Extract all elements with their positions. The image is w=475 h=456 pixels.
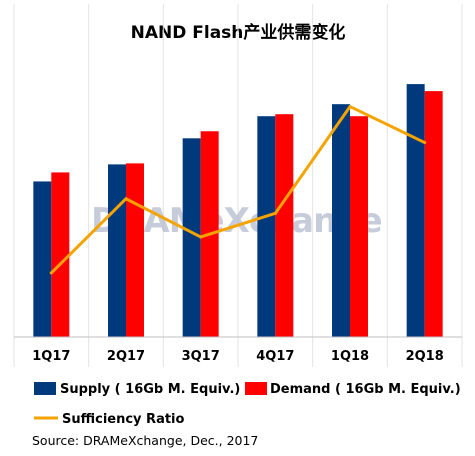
x-tick-label-4q17: 4Q17 [256, 349, 294, 364]
x-tick-labels: 1Q17 2Q17 3Q17 4Q17 1Q18 2Q18 [32, 349, 444, 364]
bar-demand-1q18 [350, 116, 368, 337]
bar-supply-3q17 [182, 138, 201, 337]
ratio-point-4q17 [273, 211, 277, 215]
x-tick-label-1q18: 1Q18 [331, 349, 369, 364]
ratio-point-2q18 [423, 141, 427, 145]
bar-supply-1q18 [332, 104, 350, 338]
ratio-point-3q17 [199, 235, 203, 239]
gridlines [13, 4, 463, 367]
legend-label-demand: Demand ( 16Gb M. Equiv.) [270, 382, 461, 397]
x-tick-label-1q17: 1Q17 [32, 349, 70, 364]
legend-swatch-supply [34, 382, 56, 395]
ratio-line-group [49, 105, 427, 275]
bar-supply-4q17 [257, 116, 276, 337]
x-tick-label-3q17: 3Q17 [182, 349, 220, 364]
x-tick-label-2q18: 2Q18 [406, 349, 444, 364]
bar-demand-2q17 [126, 163, 144, 337]
bar-supply-2q18 [406, 84, 425, 337]
ratio-point-2q17 [124, 197, 128, 201]
legend-label-ratio: Sufficiency Ratio [62, 412, 185, 427]
bar-demand-1q17 [51, 172, 70, 337]
bar-demand-2q18 [424, 91, 443, 337]
bar-demand-4q17 [275, 114, 294, 337]
ratio-point-1q17 [49, 271, 53, 275]
ratio-point-1q18 [348, 105, 352, 109]
ratio-line [49, 105, 427, 275]
bar-supply-2q17 [108, 164, 126, 337]
x-tick-label-2q17: 2Q17 [107, 349, 145, 364]
legend-label-supply: Supply ( 16Gb M. Equiv.) [60, 382, 240, 397]
legend-swatch-demand [245, 382, 267, 395]
source-note: Source: DRAMeXchange, Dec., 2017 [32, 433, 258, 448]
bar-supply-1q17 [33, 181, 52, 337]
legend: Supply ( 16Gb M. Equiv.) Demand ( 16Gb M.… [34, 382, 461, 427]
